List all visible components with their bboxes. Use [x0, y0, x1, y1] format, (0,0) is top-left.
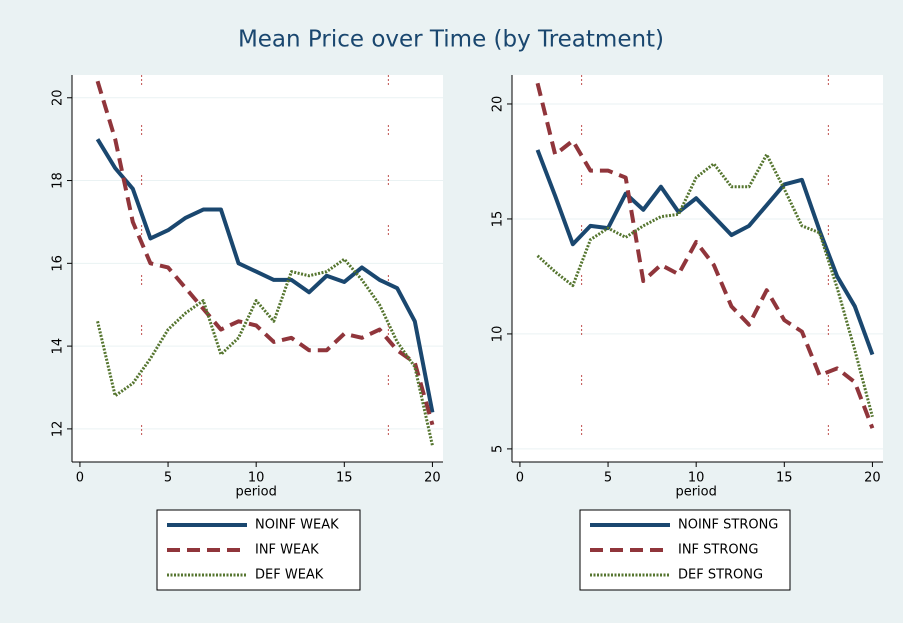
y-tick-label: 14 [51, 338, 66, 355]
x-tick-label: 20 [864, 471, 881, 486]
series-line [95, 80, 435, 426]
y-tick-label: 20 [51, 89, 66, 106]
legend-label: INF STRONG [678, 543, 758, 558]
y-tick-label: 15 [491, 211, 506, 228]
panel: 12 14 16 18 20 0 5 10 15 20 period NOINF WEAK INF WE… [51, 75, 443, 591]
legend-label: NOINF STRONG [678, 518, 778, 533]
series-line [535, 149, 875, 356]
y-tick-label: 18 [51, 172, 66, 189]
x-tick-label: 10 [248, 471, 265, 486]
x-tick-label: 0 [76, 471, 84, 486]
plot-area [72, 75, 443, 462]
x-axis-label: period [675, 485, 716, 500]
y-tick-label: 16 [51, 255, 66, 272]
series-line [535, 82, 875, 429]
x-tick-label: 15 [776, 471, 793, 486]
legend-label: DEF STRONG [678, 568, 763, 583]
legend-label: INF WEAK [255, 543, 319, 558]
y-tick-label: 10 [491, 326, 506, 343]
legend-label: NOINF WEAK [255, 518, 339, 533]
series-line [96, 257, 434, 446]
x-tick-label: 0 [516, 471, 524, 486]
legend: NOINF WEAK INF WEAK DEF WEAK [156, 509, 361, 591]
x-tick-label: 5 [604, 471, 612, 486]
x-tick-label: 5 [164, 471, 172, 486]
x-axis-label: period [235, 485, 276, 500]
y-tick-label: 5 [491, 445, 506, 453]
series-line [536, 153, 874, 418]
y-tick-label: 20 [491, 96, 506, 113]
x-tick-label: 20 [424, 471, 441, 486]
panel: 5 10 15 20 0 5 10 15 20 period NOINF STRONG INF STR… [491, 75, 883, 591]
x-tick-label: 15 [336, 471, 353, 486]
legend: NOINF STRONG INF STRONG DEF STRONG [579, 509, 791, 591]
series-line [95, 138, 435, 413]
x-tick-label: 10 [688, 471, 705, 486]
plot-area [512, 75, 883, 462]
legend-label: DEF WEAK [255, 568, 324, 583]
y-tick-label: 12 [51, 421, 66, 438]
chart-title: Mean Price over Time (by Treatment) [238, 27, 664, 53]
